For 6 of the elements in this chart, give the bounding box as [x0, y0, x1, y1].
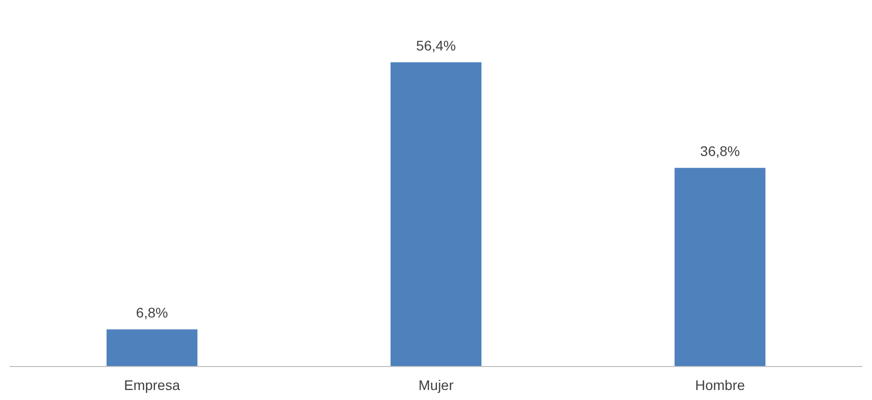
- x-tick-label: Hombre: [695, 377, 746, 393]
- data-label: 6,8%: [136, 304, 168, 320]
- data-label: 36,8%: [700, 142, 740, 159]
- x-tick-label: Empresa: [124, 377, 180, 393]
- data-label: 56,4%: [416, 37, 456, 54]
- x-tick-label: Mujer: [418, 377, 454, 393]
